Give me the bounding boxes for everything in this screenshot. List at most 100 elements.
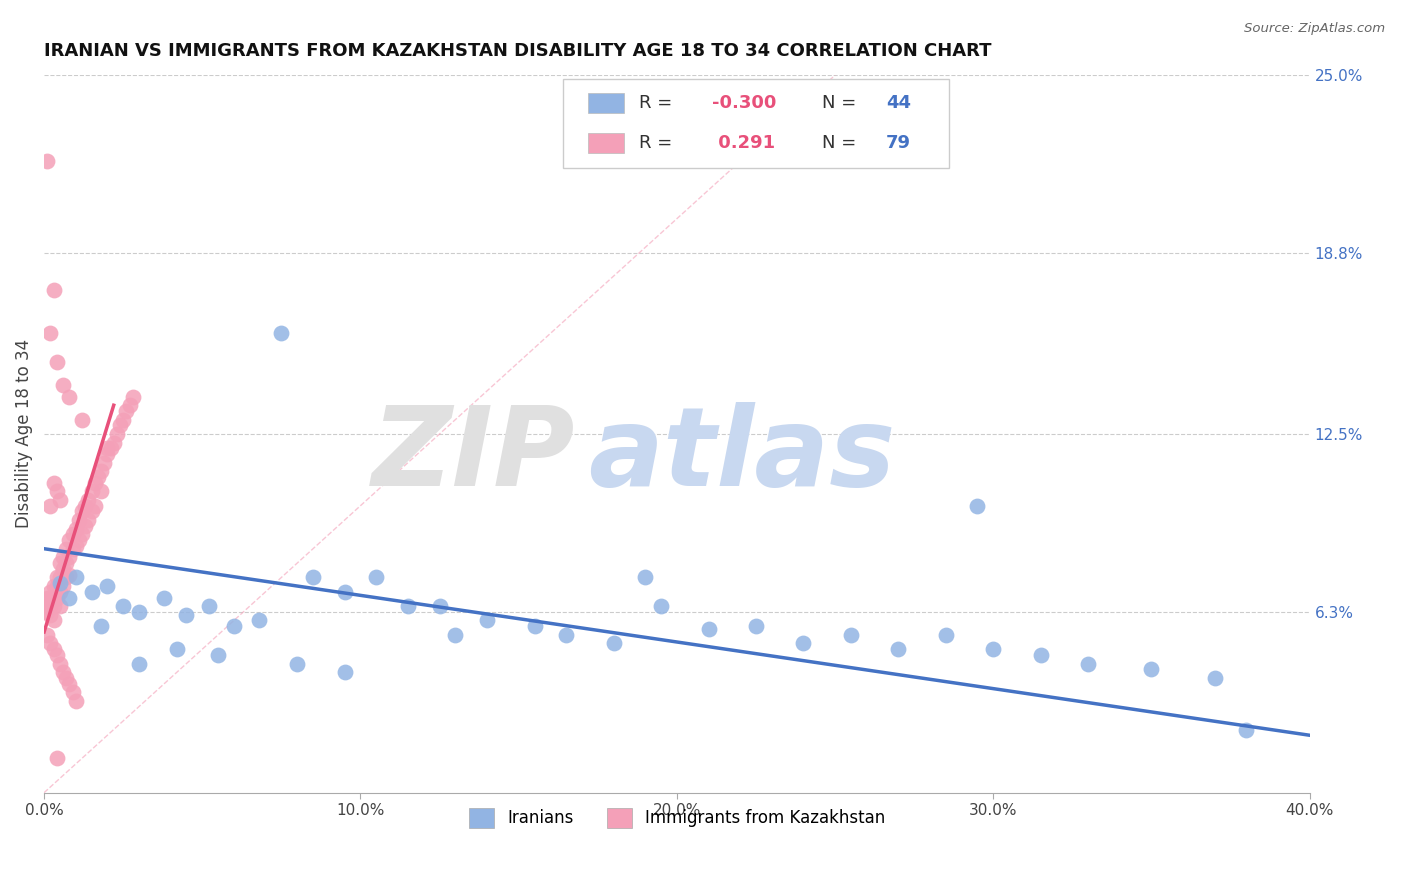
Point: [65, 522, 87, 536]
Point: [42, 591, 65, 605]
Point: [39, 599, 62, 614]
Point: [96, 442, 118, 456]
Point: [49, 492, 72, 507]
Point: [55, 570, 77, 584]
Point: [58, 567, 80, 582]
Point: [37, 628, 59, 642]
Text: R =: R =: [638, 135, 672, 153]
Text: 0.291: 0.291: [713, 135, 776, 153]
Point: [80, 484, 103, 499]
Point: [166, 642, 188, 657]
Text: atlas: atlas: [588, 402, 896, 509]
Point: [55, 556, 77, 570]
Point: [1029, 648, 1052, 662]
Point: [83, 499, 105, 513]
Point: [222, 619, 245, 633]
Point: [103, 435, 125, 450]
Point: [42, 614, 65, 628]
Point: [65, 570, 87, 584]
Point: [52, 562, 75, 576]
Text: N =: N =: [823, 135, 856, 153]
Point: [58, 533, 80, 548]
FancyBboxPatch shape: [588, 93, 624, 113]
Point: [52, 378, 75, 392]
Point: [45, 484, 67, 499]
Point: [602, 636, 624, 650]
Point: [93, 456, 115, 470]
Point: [52, 665, 75, 680]
Point: [966, 499, 988, 513]
Text: 44: 44: [886, 95, 911, 112]
Point: [1140, 662, 1163, 676]
Point: [1234, 723, 1257, 737]
Point: [70, 504, 93, 518]
Point: [39, 326, 62, 341]
Text: R =: R =: [638, 95, 672, 112]
Point: [887, 642, 910, 657]
Point: [118, 398, 141, 412]
Point: [58, 550, 80, 565]
Point: [49, 657, 72, 671]
Point: [697, 622, 720, 636]
Point: [1077, 657, 1099, 671]
Point: [396, 599, 419, 614]
Point: [37, 605, 59, 619]
Point: [108, 418, 131, 433]
Point: [45, 648, 67, 662]
Point: [58, 676, 80, 690]
Point: [1204, 671, 1226, 685]
Point: [65, 539, 87, 553]
Point: [62, 541, 84, 556]
Point: [207, 648, 229, 662]
Point: [45, 579, 67, 593]
Point: [112, 599, 135, 614]
Point: [37, 154, 59, 169]
Text: Source: ZipAtlas.com: Source: ZipAtlas.com: [1244, 22, 1385, 36]
Point: [77, 492, 100, 507]
Point: [90, 484, 112, 499]
Point: [39, 591, 62, 605]
Point: [52, 579, 75, 593]
Point: [49, 599, 72, 614]
Point: [58, 390, 80, 404]
Point: [65, 694, 87, 708]
Point: [42, 599, 65, 614]
Point: [105, 426, 128, 441]
Point: [176, 607, 198, 622]
Point: [444, 628, 467, 642]
Point: [792, 636, 814, 650]
Point: [745, 619, 768, 633]
Point: [58, 591, 80, 605]
Point: [45, 355, 67, 369]
Point: [83, 475, 105, 490]
Legend: Iranians, Immigrants from Kazakhstan: Iranians, Immigrants from Kazakhstan: [463, 801, 891, 835]
Point: [80, 504, 103, 518]
Text: IRANIAN VS IMMIGRANTS FROM KAZAKHSTAN DISABILITY AGE 18 TO 34 CORRELATION CHART: IRANIAN VS IMMIGRANTS FROM KAZAKHSTAN DI…: [44, 42, 991, 60]
Point: [555, 628, 578, 642]
Point: [37, 599, 59, 614]
Point: [366, 570, 388, 584]
Point: [153, 591, 176, 605]
Point: [90, 619, 112, 633]
Text: ZIP: ZIP: [373, 402, 575, 509]
Point: [67, 513, 90, 527]
Point: [39, 499, 62, 513]
Point: [42, 284, 65, 298]
Point: [62, 527, 84, 541]
Point: [128, 605, 150, 619]
Point: [39, 636, 62, 650]
Point: [100, 442, 122, 456]
Point: [121, 390, 143, 404]
Point: [247, 614, 270, 628]
Point: [650, 599, 672, 614]
Y-axis label: Disability Age 18 to 34: Disability Age 18 to 34: [15, 339, 32, 528]
Point: [49, 556, 72, 570]
Point: [70, 412, 93, 426]
Point: [112, 412, 135, 426]
Point: [45, 591, 67, 605]
Point: [90, 464, 112, 478]
Point: [333, 665, 356, 680]
Point: [270, 326, 292, 341]
Point: [634, 570, 657, 584]
FancyBboxPatch shape: [588, 133, 624, 153]
